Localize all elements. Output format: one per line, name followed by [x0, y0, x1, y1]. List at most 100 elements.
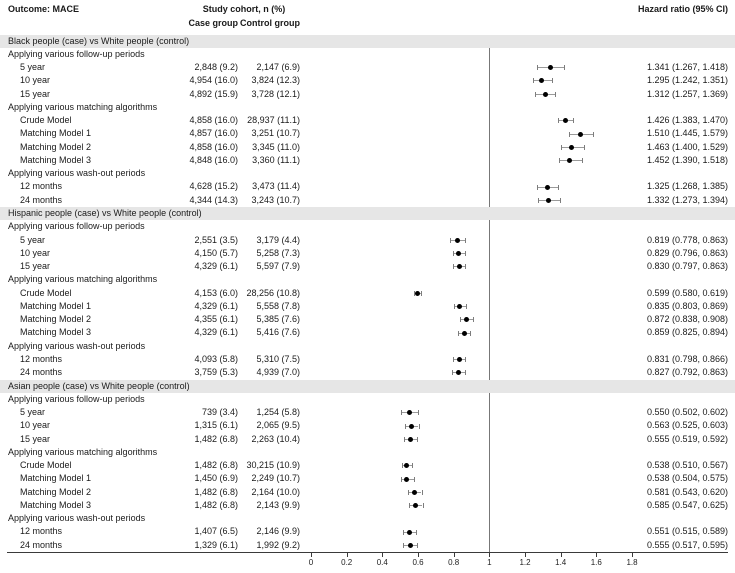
point-estimate-dot — [547, 65, 553, 71]
table-row: Matching Model 1 4,857 (16.0) 3,251 (10.7)… — [0, 127, 735, 140]
hazard-ratio-column-header: Hazard ratio (95% CI) — [637, 4, 728, 14]
row-label: 24 months — [20, 194, 63, 205]
ci-cap-left — [403, 436, 405, 442]
ci-cap-right — [418, 410, 420, 416]
hazard-ratio-cell: 0.819 (0.778, 0.863) — [646, 234, 728, 245]
subgroup-header-row: Applying various matching algorithms — [0, 273, 735, 286]
ci-cap-right — [416, 436, 418, 442]
table-row: 15 year 4,329 (6.1) 5,597 (7.9) 0.830 (0.79… — [0, 260, 735, 273]
point-estimate-dot — [456, 264, 462, 270]
subgroup-title: Applying various follow-up periods — [8, 48, 145, 59]
ci-cap-right — [466, 304, 467, 310]
control-count-cell: 4,939 (7.0) — [256, 367, 300, 378]
control-count-cell: 2,263 (10.4) — [251, 433, 300, 444]
hazard-ratio-cell: 1.312 (1.257, 1.369) — [646, 88, 728, 99]
axis-baseline — [7, 552, 728, 553]
row-label: Matching Model 1 — [20, 128, 92, 139]
ci-cap-left — [568, 131, 570, 137]
ci-cap-right — [470, 330, 472, 336]
control-count-cell: 3,243 (10.7) — [251, 194, 300, 205]
ci-cap-right — [573, 118, 575, 124]
axis-tick-label: 0.6 — [412, 558, 424, 567]
subgroup-header-row: Applying various matching algorithms — [0, 101, 735, 114]
case-count-cell: 739 (3.4) — [201, 407, 238, 418]
axis-tick — [346, 553, 348, 557]
row-label: 15 year — [20, 261, 51, 272]
table-row: 5 year 2,848 (9.2) 2,147 (6.9) 1.341 (1.267… — [0, 61, 735, 74]
table-row: 12 months 1,407 (6.5) 2,146 (9.9) 0.551 (0.… — [0, 525, 735, 538]
hazard-ratio-cell: 0.829 (0.796, 0.863) — [646, 247, 728, 258]
point-estimate-dot — [544, 184, 550, 190]
ci-cap-left — [532, 78, 534, 84]
case-count-cell: 1,482 (6.8) — [194, 460, 238, 471]
table-row: 15 year 1,482 (6.8) 2,263 (10.4) 0.555 (0.5… — [0, 433, 735, 446]
case-count-cell: 4,093 (5.8) — [194, 353, 238, 364]
ci-cap-left — [537, 184, 539, 190]
point-estimate-dot — [406, 529, 412, 535]
control-group-column-header: Control group — [240, 18, 300, 28]
row-label: 5 year — [20, 407, 46, 418]
row-label: 24 months — [20, 539, 63, 550]
ci-cap-left — [449, 237, 451, 243]
point-estimate-dot — [464, 317, 469, 323]
ci-cap-left — [460, 317, 462, 323]
case-count-cell: 4,858 (16.0) — [189, 115, 238, 126]
subgroup-header-row: Applying various follow-up periods — [0, 393, 735, 406]
row-label: Crude Model — [20, 460, 72, 471]
row-label: Matching Model 1 — [20, 300, 92, 311]
control-count-cell: 5,258 (7.3) — [256, 247, 300, 258]
ci-cap-right — [412, 463, 414, 469]
hazard-ratio-cell: 1.426 (1.383, 1.470) — [646, 115, 728, 126]
table-row: 24 months 4,344 (14.3) 3,243 (10.7) 1.332 (… — [0, 194, 735, 207]
point-estimate-dot — [412, 489, 418, 495]
table-row: 5 year 2,551 (3.5) 3,179 (4.4) 0.819 (0.778… — [0, 234, 735, 247]
control-count-cell: 3,345 (11.0) — [252, 141, 300, 152]
ci-cap-left — [452, 370, 454, 376]
case-count-cell: 4,329 (6.1) — [194, 300, 238, 311]
row-label: 12 months — [20, 526, 63, 537]
case-count-cell: 2,551 (3.5) — [194, 234, 238, 245]
ci-cap-left — [557, 118, 559, 124]
case-count-cell: 1,482 (6.8) — [194, 433, 238, 444]
subgroup-title: Applying various wash-out periods — [8, 340, 146, 351]
point-estimate-dot — [542, 91, 548, 97]
ci-cap-right — [421, 290, 423, 296]
row-label: 12 months — [20, 181, 63, 192]
row-label: Matching Model 3 — [20, 499, 92, 510]
ci-cap-left — [536, 65, 538, 71]
table-row: Crude Model 4,858 (16.0) 28,937 (11.1) 1.42… — [0, 114, 735, 127]
case-count-cell: 4,857 (16.0) — [189, 128, 238, 139]
hazard-ratio-cell: 0.563 (0.525, 0.603) — [646, 420, 728, 431]
subgroup-header-row: Applying various wash-out periods — [0, 340, 735, 353]
ci-cap-left — [402, 529, 404, 535]
point-estimate-dot — [412, 503, 418, 509]
section-title: Asian people (case) vs White people (con… — [8, 380, 190, 391]
ci-cap-left — [453, 357, 455, 363]
ci-cap-right — [464, 264, 466, 270]
section-header-row: Hispanic people (case) vs White people (… — [0, 207, 735, 221]
table-row: Crude Model 4,153 (6.0) 28,256 (10.8) 0.599… — [0, 287, 735, 300]
ci-cap-left — [560, 144, 562, 150]
control-count-cell: 3,728 (12.1) — [251, 88, 300, 99]
table-row: Matching Model 2 1,482 (6.8) 2,164 (10.0) 0… — [0, 486, 735, 499]
table-row: 24 months 1,329 (6.1) 1,992 (9.2) 0.555 (0.… — [0, 539, 735, 552]
ci-cap-right — [465, 357, 467, 363]
hazard-ratio-cell: 0.551 (0.515, 0.589) — [646, 526, 728, 537]
row-label: 15 year — [20, 433, 51, 444]
subgroup-title: Applying various matching algorithms — [8, 101, 158, 112]
ci-cap-left — [538, 197, 539, 203]
ci-cap-left — [401, 463, 403, 469]
point-estimate-dot — [539, 78, 545, 84]
control-count-cell: 3,473 (11.4) — [252, 181, 300, 192]
row-label: Matching Model 3 — [20, 327, 92, 338]
row-label: 10 year — [20, 420, 51, 431]
point-estimate-dot — [461, 330, 467, 336]
ci-cap-right — [472, 317, 474, 323]
control-count-cell: 28,937 (11.1) — [247, 115, 300, 126]
point-estimate-dot — [406, 410, 412, 416]
case-group-column-header: Case group — [188, 18, 238, 28]
ci-cap-right — [464, 251, 466, 256]
ci-cap-left — [453, 264, 455, 270]
hazard-ratio-cell: 0.585 (0.547, 0.625) — [646, 499, 728, 510]
hazard-ratio-cell: 0.555 (0.519, 0.592) — [646, 433, 728, 444]
